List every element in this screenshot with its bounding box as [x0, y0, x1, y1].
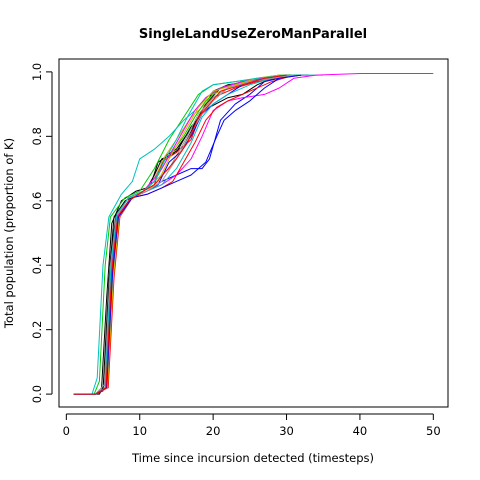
plot-area: [58, 58, 449, 408]
x-tick-label: 50: [426, 424, 441, 438]
y-tick-label: 1.0: [30, 63, 44, 81]
series-line-19: [73, 74, 302, 395]
x-tick-label: 30: [279, 424, 294, 438]
chart-title: SingleLandUseZeroManParallel: [139, 27, 367, 42]
x-tick-label: 40: [353, 424, 368, 438]
y-tick-label: 0.8: [30, 127, 44, 145]
x-axis-label: Time since incursion detected (timesteps…: [131, 451, 374, 465]
series-line-20: [73, 74, 287, 395]
y-tick-label: 0.6: [30, 192, 44, 210]
y-axis: 0.0 0.2 0.4 0.6 0.8 1.0: [30, 63, 53, 403]
series-line-9: [73, 74, 280, 395]
series-line-11: [73, 74, 295, 395]
series-lines: [73, 73, 434, 395]
x-tick-label: 10: [132, 424, 147, 438]
x-tick-label: 20: [206, 424, 221, 438]
series-line-18: [73, 74, 287, 395]
series-line-16: [73, 74, 280, 395]
x-tick-label: 0: [63, 424, 70, 438]
x-axis: 0 10 20 30 40 50: [63, 413, 441, 438]
y-tick-label: 0.4: [30, 256, 44, 274]
y-tick-label: 0.0: [30, 385, 44, 403]
y-tick-label: 0.2: [30, 321, 44, 339]
y-axis-label: Total population (proportion of K): [2, 138, 16, 329]
series-line-8: [73, 73, 434, 395]
